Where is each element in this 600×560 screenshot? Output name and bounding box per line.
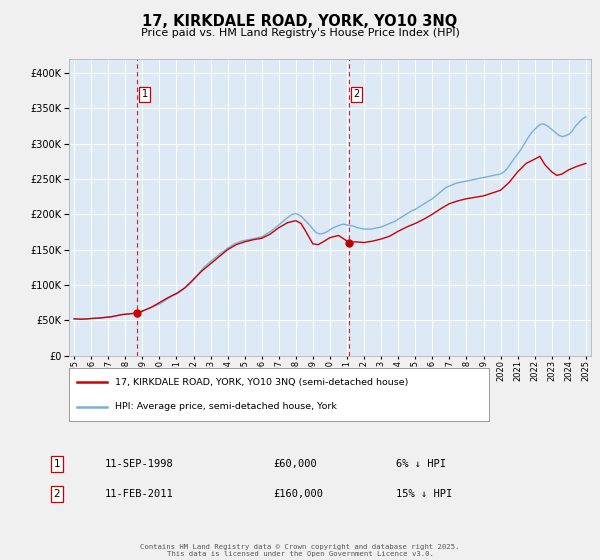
Text: 6% ↓ HPI: 6% ↓ HPI	[396, 459, 446, 469]
Text: 1: 1	[53, 459, 61, 469]
Text: £60,000: £60,000	[273, 459, 317, 469]
Text: 11-SEP-1998: 11-SEP-1998	[105, 459, 174, 469]
Text: HPI: Average price, semi-detached house, York: HPI: Average price, semi-detached house,…	[115, 402, 337, 411]
Text: 11-FEB-2011: 11-FEB-2011	[105, 489, 174, 499]
Text: 17, KIRKDALE ROAD, YORK, YO10 3NQ: 17, KIRKDALE ROAD, YORK, YO10 3NQ	[142, 14, 458, 29]
Text: 17, KIRKDALE ROAD, YORK, YO10 3NQ (semi-detached house): 17, KIRKDALE ROAD, YORK, YO10 3NQ (semi-…	[115, 378, 409, 387]
Text: 2: 2	[353, 89, 359, 99]
Text: Price paid vs. HM Land Registry's House Price Index (HPI): Price paid vs. HM Land Registry's House …	[140, 28, 460, 38]
Text: £160,000: £160,000	[273, 489, 323, 499]
Text: Contains HM Land Registry data © Crown copyright and database right 2025.
This d: Contains HM Land Registry data © Crown c…	[140, 544, 460, 557]
Text: 2: 2	[53, 489, 61, 499]
Text: 1: 1	[142, 89, 148, 99]
Text: 15% ↓ HPI: 15% ↓ HPI	[396, 489, 452, 499]
